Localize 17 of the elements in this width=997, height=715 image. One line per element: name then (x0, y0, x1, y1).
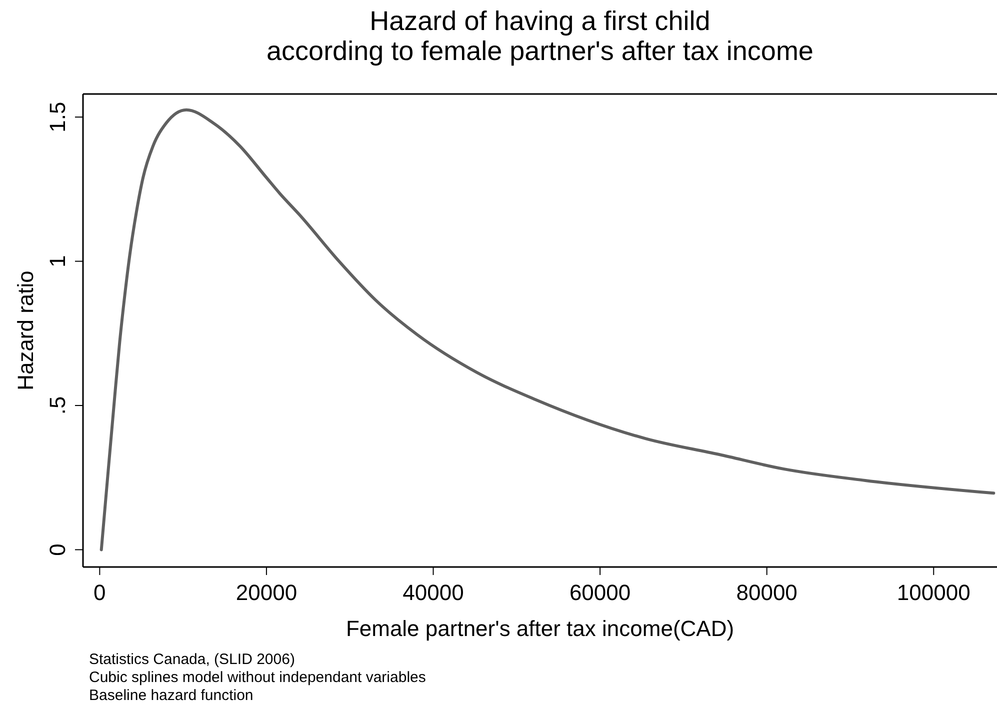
text: Baseline hazard function (89, 687, 254, 704)
text: Statistics Canada, (SLID 2006) (89, 651, 295, 668)
text: Cubic splines model without independant variables (89, 669, 426, 686)
y-tick-label: .5 (45, 396, 70, 415)
line-series (100, 108, 996, 552)
x-tick-label: 60000 (569, 580, 631, 605)
y-axis-title: Hazard ratio (13, 270, 38, 390)
x-tick-label: 80000 (736, 580, 798, 605)
x-tick-label: 40000 (402, 580, 464, 605)
y-tick-label: 1 (45, 255, 70, 268)
x-tick-label: 20000 (236, 580, 298, 605)
chart-title: Hazard of having a first child according to female partner's after tax income (266, 6, 814, 66)
y-tick-label: 0 (45, 544, 70, 556)
x-tick-label: 100000 (896, 580, 970, 605)
x-tick-label: 0 (94, 580, 106, 605)
x-axis-title: Female partner's after tax income(CAD) (346, 616, 734, 641)
y-tick-label: 1.5 (45, 102, 70, 132)
